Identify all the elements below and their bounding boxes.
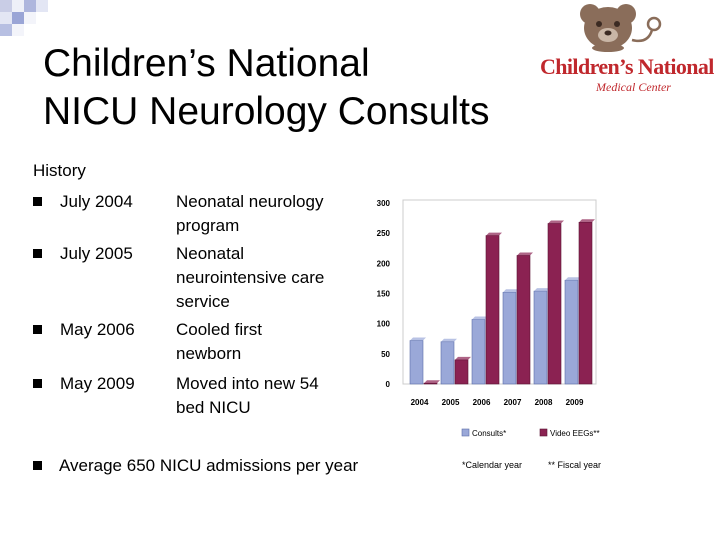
bar-cap [534,288,550,292]
plot-area [402,199,597,385]
history-desc-line: service [176,292,230,311]
bar-consults [440,341,455,385]
corner-square [0,0,12,12]
title-line-2: NICU Neurology Consults [43,90,490,133]
y-tick-label: 50 [381,350,390,359]
footnote-fiscal: ** Fiscal year [548,460,602,470]
stethoscope-icon [631,16,662,43]
corner-square [12,0,24,12]
history-desc-line: newborn [176,344,242,363]
history-desc-line: Moved into new 54 [176,374,319,393]
x-tick-label: 2009 [566,398,584,407]
history-bullet: May 2009 [33,372,135,396]
history-date: July 2005 [60,244,133,263]
y-tick-label: 100 [377,320,391,329]
childrens-national-logo [580,4,662,52]
history-description: Moved into new 54 bed NICU [176,372,366,420]
bar-cap [503,289,519,293]
history-date: May 2009 [60,374,135,393]
bar-video-eegs [547,223,562,385]
corner-square [12,24,24,36]
history-desc-line: Neonatal neurology [176,192,324,211]
bar-consults [502,291,517,385]
history-bullet: July 2005 [33,242,133,266]
corner-square [0,12,12,24]
footnote-calendar: *Calendar year [462,460,523,470]
bar-cap [455,356,471,360]
bar-consults [409,340,424,385]
corner-square [0,24,12,36]
bar-consults [564,279,579,385]
legend-label: Video EEGs** [550,429,600,438]
bullet-square-icon [33,461,42,470]
x-tick-label: 2006 [473,398,491,407]
corner-square [36,0,48,12]
bar-cap [548,220,564,224]
bar-cap [486,232,502,236]
y-tick-label: 200 [377,259,391,268]
history-desc-line: program [176,216,240,235]
logo-name: Children’s National [540,54,714,79]
title-line-1: Children’s National [43,42,370,85]
legend-label: Consults* [472,429,506,438]
history-bullet: July 2004 [33,190,133,214]
bar-cap [517,252,533,256]
bullet-square-icon [33,197,42,206]
bar-video-eegs [423,382,438,385]
history-desc-line: bed NICU [176,398,251,417]
x-tick-label: 2007 [504,398,522,407]
bar-video-eegs [454,359,469,385]
bar-cap [472,316,488,320]
page-title: Children’s National NICU Neurology Consu… [43,40,563,136]
consults-bar-chart: 0 50 100 150 200 250 300 2004 2005 2006 2007 2008 2… [377,199,600,438]
history-date: May 2006 [60,320,135,339]
bullet-square-icon [33,249,42,258]
history-desc-line: Neonatal [176,244,245,263]
x-tick-label: 2008 [535,398,553,407]
x-tick-label: 2004 [411,398,429,407]
y-tick-label: 250 [377,229,391,238]
bar-video-eegs [578,222,593,385]
y-tick-label: 150 [377,290,391,299]
average-bullet [33,454,60,478]
history-desc-line: Cooled first [176,320,262,339]
bar-consults [471,319,486,385]
x-tick-label: 2005 [442,398,460,407]
corner-square [24,0,36,12]
history-description: Neonatal neurointensive care service [176,242,366,314]
bar-consults [533,290,548,385]
history-heading: History [33,161,86,180]
history-bullet: May 2006 [33,318,135,342]
logo-subtitle: Medical Center [596,80,671,94]
history-description: Cooled first newborn [176,318,366,366]
bar-cap [441,338,457,342]
bar-cap [410,337,426,341]
history-desc-line: neurointensive care [176,268,325,287]
history-date: July 2004 [60,192,133,211]
bar-cap [579,219,595,223]
corner-square [12,12,24,24]
average-admissions: Average 650 NICU admissions per year [59,456,359,475]
bullet-square-icon [33,379,42,388]
teddy-bear-icon [580,4,636,52]
bullet-square-icon [33,325,42,334]
y-tick-label: 0 [386,380,391,389]
bar-cap [565,277,581,281]
history-description: Neonatal neurology program [176,190,366,238]
legend-swatch [539,428,548,437]
bar-video-eegs [485,235,500,385]
corner-square [24,12,36,24]
y-tick-label: 300 [377,199,391,208]
legend-swatch [461,428,470,437]
bar-video-eegs [516,255,531,385]
bar-cap [424,380,440,384]
